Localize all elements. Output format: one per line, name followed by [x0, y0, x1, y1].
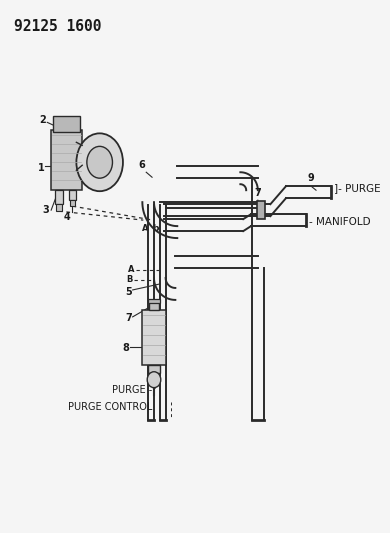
Text: 6: 6 — [138, 160, 145, 170]
Ellipse shape — [76, 133, 123, 191]
FancyBboxPatch shape — [53, 116, 80, 132]
Text: 7: 7 — [125, 313, 132, 323]
Bar — [69, 190, 76, 200]
Text: ]- PURGE: ]- PURGE — [333, 183, 380, 193]
Bar — [142, 310, 166, 365]
Text: 3: 3 — [43, 205, 49, 215]
Bar — [257, 201, 264, 219]
Bar — [56, 204, 62, 211]
Ellipse shape — [147, 372, 161, 387]
Bar — [51, 131, 82, 190]
Text: PURGE CONTROL: PURGE CONTROL — [68, 402, 152, 411]
Text: 4: 4 — [63, 212, 70, 222]
Text: A: A — [142, 224, 149, 233]
Text: - MANIFOLD: - MANIFOLD — [309, 217, 371, 227]
Text: 1: 1 — [37, 163, 44, 173]
Text: 5: 5 — [125, 287, 132, 297]
Bar — [69, 200, 75, 206]
Text: PURGE -: PURGE - — [112, 385, 152, 394]
Bar — [55, 190, 63, 204]
Bar — [148, 299, 160, 303]
Bar — [148, 365, 160, 373]
Ellipse shape — [87, 147, 112, 178]
Text: A: A — [128, 265, 135, 274]
Text: 2: 2 — [39, 115, 46, 125]
Text: 92125 1600: 92125 1600 — [14, 19, 102, 34]
Bar — [149, 302, 159, 310]
Text: b: b — [152, 224, 158, 233]
Text: B: B — [126, 276, 133, 285]
Text: 7: 7 — [254, 188, 261, 198]
Text: 9: 9 — [308, 173, 315, 183]
Text: 8: 8 — [122, 343, 129, 353]
